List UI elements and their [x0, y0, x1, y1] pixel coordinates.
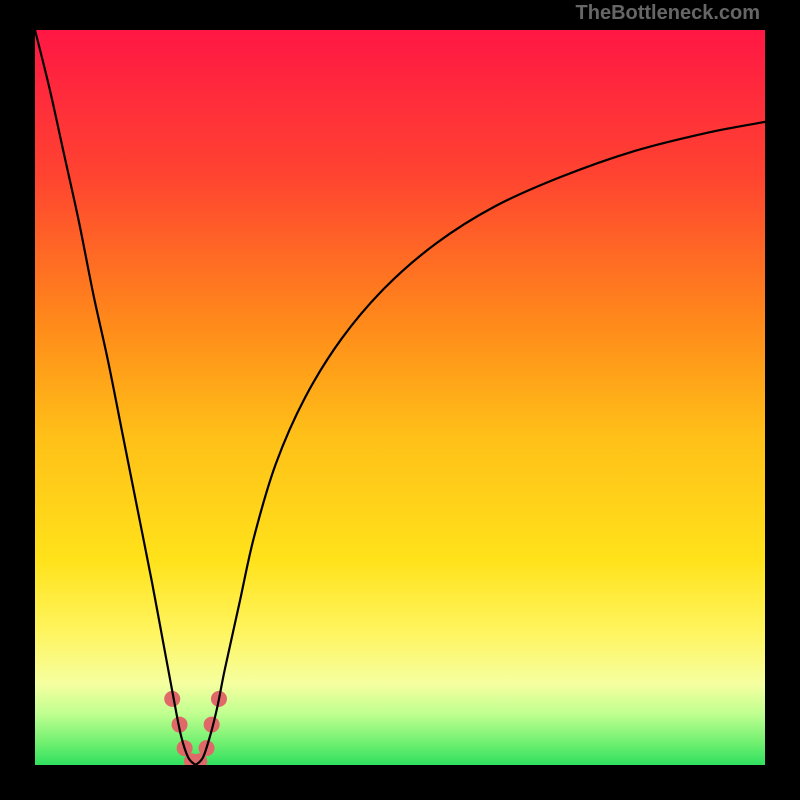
plot-background	[35, 30, 765, 765]
bottleneck-chart	[35, 30, 765, 765]
chart-wrapper: TheBottleneck.com	[0, 0, 800, 800]
attribution-text: TheBottleneck.com	[576, 2, 760, 25]
